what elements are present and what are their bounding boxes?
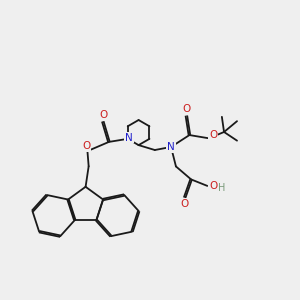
Text: O: O: [209, 181, 217, 191]
Text: N: N: [167, 142, 175, 152]
Text: O: O: [209, 130, 218, 140]
Text: O: O: [99, 110, 107, 120]
Text: H: H: [218, 183, 226, 193]
Text: N: N: [125, 133, 133, 142]
Text: O: O: [82, 141, 90, 151]
Text: O: O: [181, 199, 189, 209]
Text: O: O: [183, 104, 191, 115]
